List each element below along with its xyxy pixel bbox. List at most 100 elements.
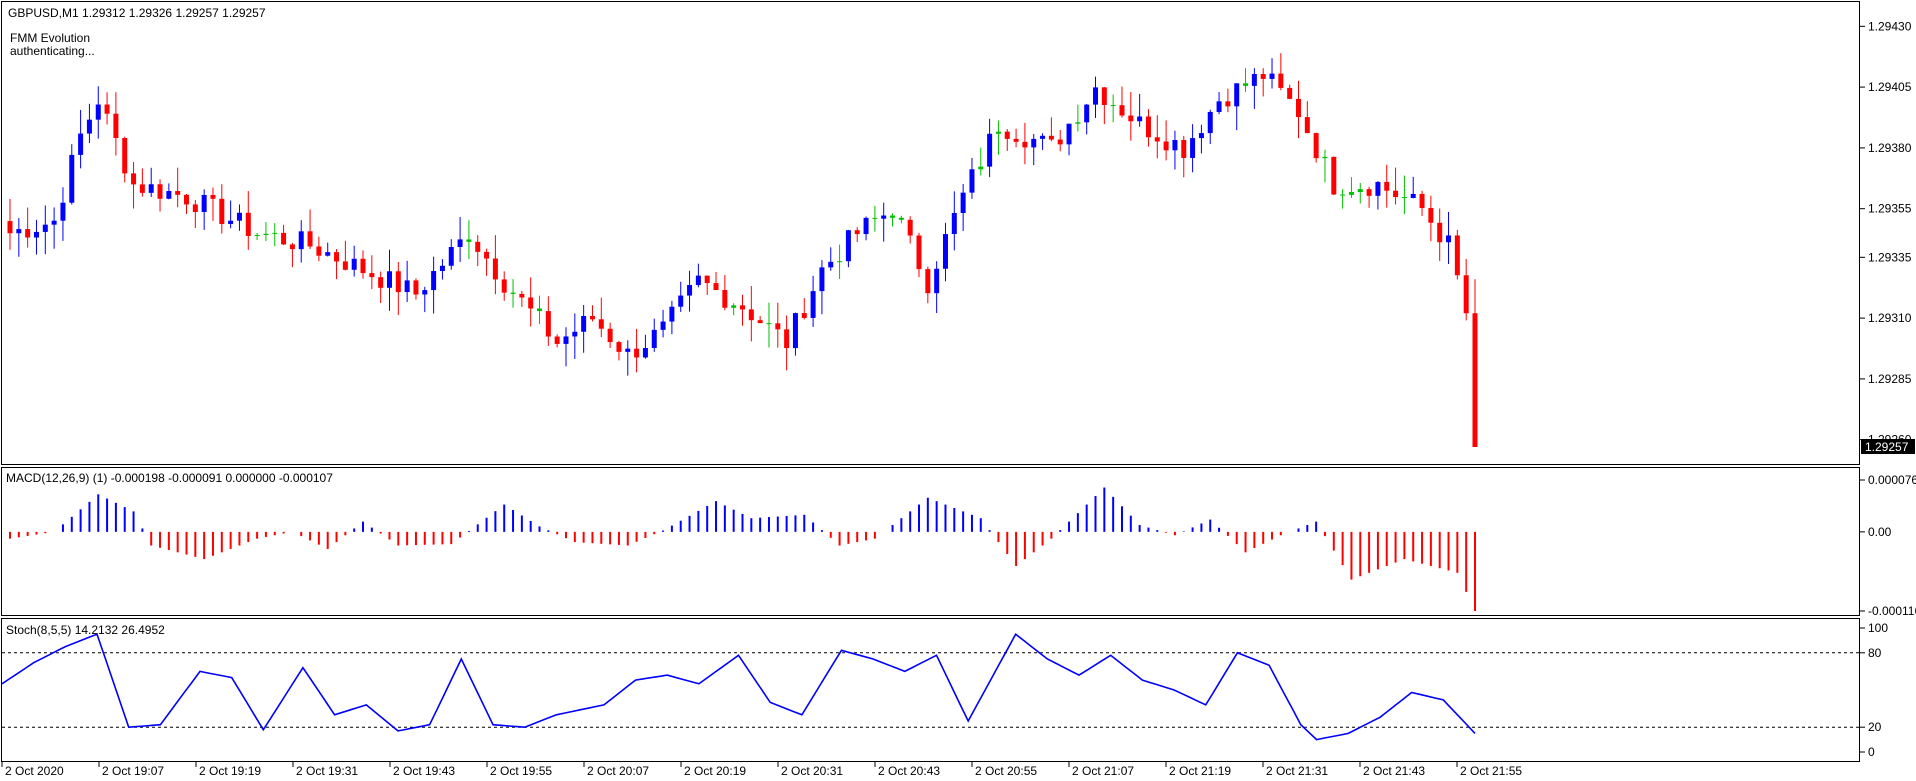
stoch-oscillator — [1, 632, 1859, 741]
candle — [289, 242, 295, 268]
candle — [166, 183, 172, 200]
candle — [528, 277, 534, 327]
candle — [934, 261, 940, 314]
candle — [1410, 176, 1416, 199]
candle — [784, 315, 790, 371]
candle — [1093, 76, 1099, 118]
candle — [342, 240, 348, 271]
candle — [325, 242, 331, 257]
candle — [563, 327, 569, 367]
stoch-panel[interactable] — [1, 618, 1860, 762]
candle — [1375, 181, 1381, 210]
candle — [334, 249, 340, 280]
candle — [960, 183, 966, 231]
candle — [1145, 109, 1151, 147]
time-tick-label: 2 Oct 20:07 — [587, 764, 649, 778]
candle — [1119, 86, 1125, 118]
candle — [969, 157, 975, 199]
candle — [607, 322, 613, 349]
candle — [598, 297, 604, 338]
price-tick-label: 1.29380 — [1868, 141, 1912, 155]
candle — [69, 144, 75, 205]
candle — [1313, 132, 1319, 163]
candle — [1137, 93, 1143, 127]
candle — [748, 286, 754, 342]
candle — [448, 239, 454, 270]
candle — [404, 260, 410, 303]
candle — [678, 281, 684, 312]
candle — [1428, 195, 1434, 242]
candle — [845, 229, 851, 268]
candle — [1084, 103, 1090, 135]
last-price-box — [1861, 439, 1915, 454]
candle — [1234, 83, 1240, 131]
candle — [854, 227, 860, 242]
candle — [369, 255, 375, 290]
time-tick-label: 2 Oct 21:55 — [1460, 764, 1522, 778]
stoch-main-line — [1, 632, 1476, 741]
candle — [7, 199, 13, 250]
price-tick-label: 1.29335 — [1868, 250, 1912, 264]
candle — [492, 235, 498, 295]
candle — [104, 92, 110, 125]
candle — [16, 217, 22, 257]
candle — [660, 309, 666, 338]
candle — [1216, 92, 1222, 115]
candle — [925, 266, 931, 304]
candle — [210, 187, 216, 221]
candle — [122, 136, 128, 183]
candle — [978, 147, 984, 176]
candle — [792, 312, 798, 356]
candle — [1269, 58, 1275, 89]
candle — [1260, 68, 1266, 97]
candle — [113, 92, 119, 156]
candle — [775, 302, 781, 348]
candle — [431, 256, 437, 314]
candle — [1128, 92, 1134, 141]
time-tick-label: 2 Oct 21:19 — [1169, 764, 1231, 778]
candle — [413, 278, 419, 300]
candle — [722, 274, 728, 311]
candle — [484, 248, 490, 276]
candle — [501, 271, 507, 301]
candle — [60, 187, 66, 241]
candle — [1031, 133, 1037, 166]
price-candles — [7, 53, 1478, 447]
time-tick-label: 2 Oct 19:43 — [393, 764, 455, 778]
candle — [1251, 68, 1257, 109]
candle — [987, 118, 993, 178]
candle — [1225, 88, 1231, 113]
candle — [890, 213, 896, 227]
macd-panel[interactable] — [1, 467, 1860, 616]
candle — [1322, 149, 1328, 183]
candle — [642, 334, 648, 359]
candle — [1348, 177, 1354, 198]
candle — [881, 202, 887, 242]
candle — [1304, 101, 1310, 134]
candle — [1207, 109, 1213, 144]
price-tick-label: 1.29355 — [1868, 202, 1912, 216]
candle — [157, 179, 163, 212]
price-panel[interactable] — [1, 1, 1860, 465]
candle — [1040, 133, 1046, 150]
candle — [510, 279, 516, 308]
candle — [545, 296, 551, 346]
indicator-line-1: FMM Evolution — [10, 31, 90, 45]
candle — [1366, 186, 1372, 208]
stoch-tick-label: 20 — [1868, 720, 1882, 734]
time-tick-label: 2 Oct 19:07 — [102, 764, 164, 778]
candle — [1181, 135, 1187, 178]
candle — [245, 191, 251, 250]
price-tick-label: 1.29430 — [1868, 19, 1912, 33]
macd-tick-label: -0.000116 — [1868, 604, 1916, 618]
candle — [519, 290, 525, 307]
candle — [625, 340, 631, 376]
time-tick-label: 2 Oct 2020 — [5, 764, 64, 778]
macd-histogram — [9, 487, 1476, 611]
candle — [766, 302, 772, 348]
candle — [1340, 188, 1346, 209]
candle — [386, 249, 392, 311]
price-tick-label: 1.29285 — [1868, 372, 1912, 386]
candle — [236, 204, 242, 231]
